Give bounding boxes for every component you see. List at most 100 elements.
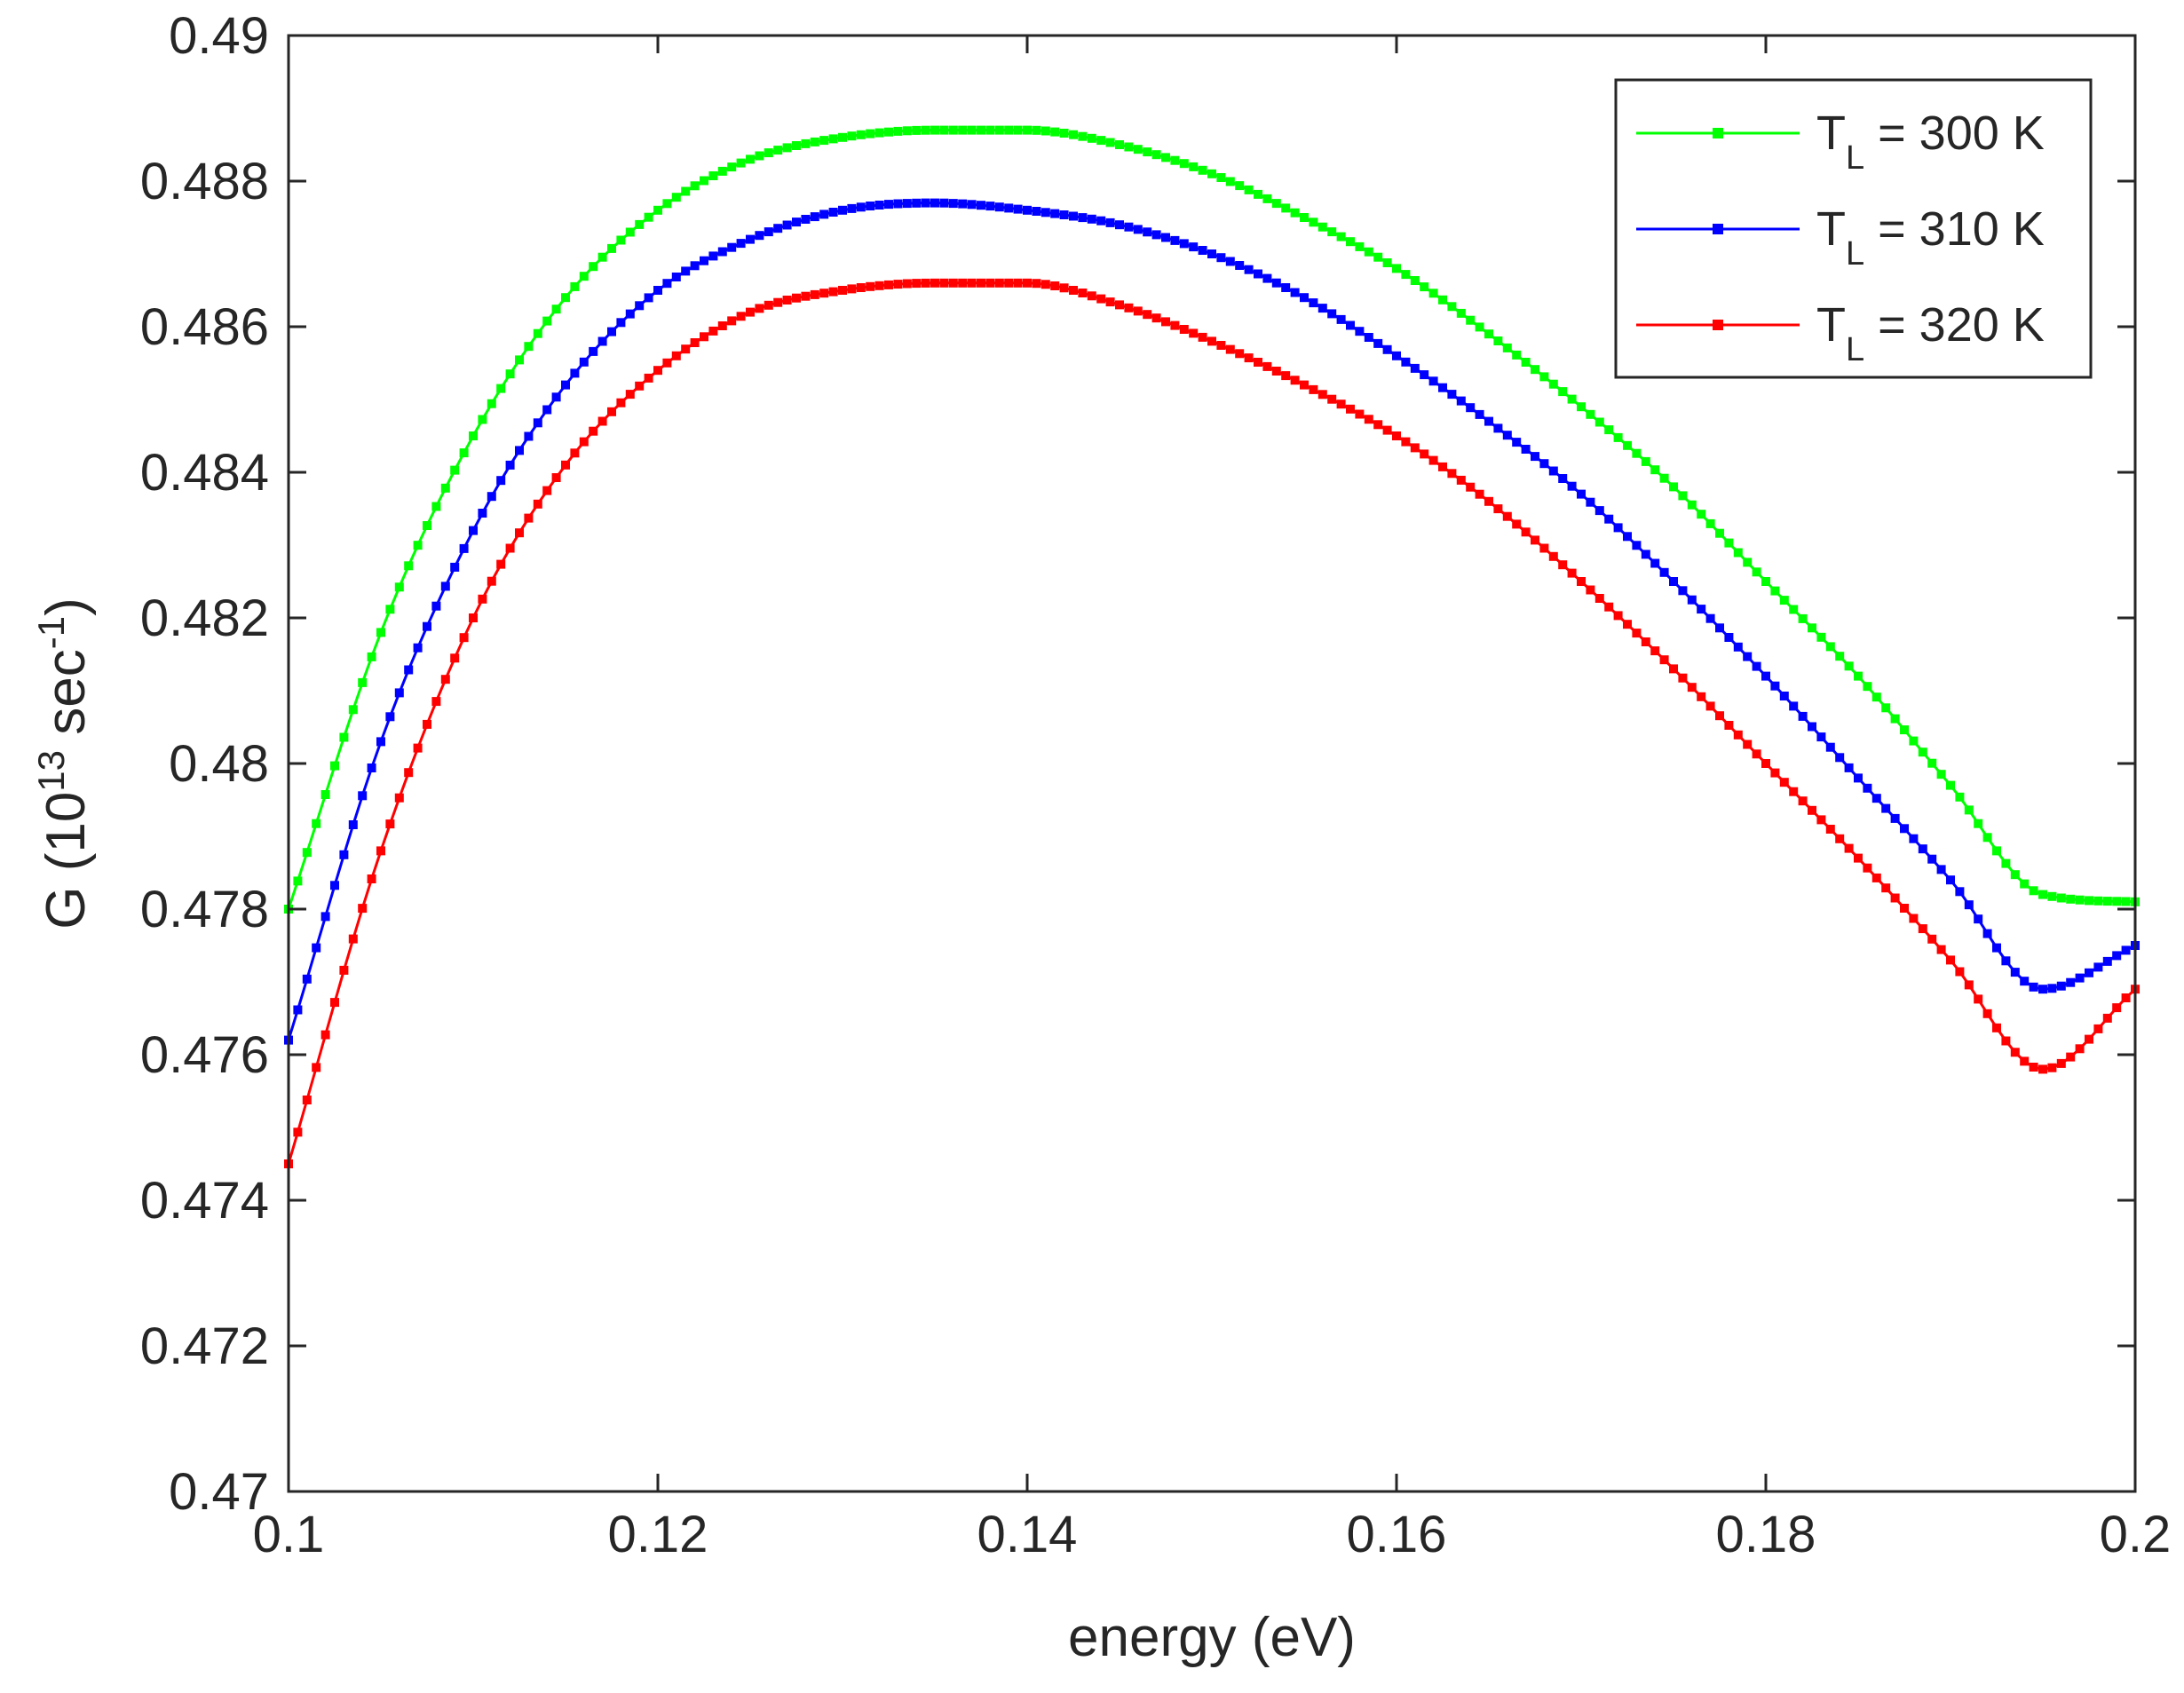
series-marker <box>764 148 773 158</box>
series-marker <box>717 321 727 330</box>
series-marker <box>1373 252 1383 262</box>
series-marker <box>450 653 460 663</box>
series-marker <box>810 212 819 222</box>
series-marker <box>1382 425 1392 435</box>
series-marker <box>1715 623 1724 633</box>
series-marker <box>358 677 368 687</box>
series-marker <box>505 543 515 553</box>
series-marker <box>1013 125 1023 135</box>
series-marker <box>394 688 404 698</box>
y-label-suffix: ) <box>36 597 97 616</box>
series-marker <box>2121 897 2131 906</box>
series-marker <box>570 281 580 291</box>
series-marker <box>874 128 884 138</box>
series-marker <box>994 125 1004 135</box>
series-marker <box>1539 372 1549 382</box>
series-marker <box>1244 265 1254 274</box>
series-marker <box>755 304 764 313</box>
series-marker <box>1521 358 1531 367</box>
series-marker <box>440 675 450 684</box>
series-marker <box>1918 924 1927 934</box>
series-marker <box>579 437 589 447</box>
series-marker <box>1539 459 1549 469</box>
series-marker <box>1456 308 1466 318</box>
series-marker <box>635 381 645 391</box>
series-marker <box>1825 642 1835 652</box>
series-marker <box>487 399 496 408</box>
series-marker <box>958 278 968 288</box>
series-marker <box>985 202 995 211</box>
series-marker <box>746 154 755 164</box>
series-marker <box>1143 227 1152 237</box>
series-marker <box>1281 371 1291 381</box>
series-marker <box>1992 943 2001 953</box>
series-marker <box>994 202 1004 212</box>
series-marker <box>977 125 985 135</box>
series-marker <box>302 1096 312 1104</box>
series-marker <box>1531 365 1539 375</box>
series-marker <box>2038 985 2047 994</box>
series-marker <box>330 998 339 1008</box>
series-marker <box>1687 500 1697 510</box>
series-marker <box>1216 341 1226 350</box>
series-marker <box>1392 351 1401 360</box>
series-marker <box>423 719 431 729</box>
series-marker <box>1779 778 1789 787</box>
series-marker <box>616 318 626 328</box>
series-marker <box>653 286 662 295</box>
series-marker <box>1577 402 1586 412</box>
series-marker <box>1235 349 1245 359</box>
series-marker <box>1189 242 1199 252</box>
y-label-exp2: -1 <box>30 616 72 649</box>
series-marker <box>2066 894 2076 904</box>
series-marker <box>561 380 570 390</box>
series-marker <box>2038 1064 2047 1074</box>
y-label-prefix: G (10 <box>36 792 97 930</box>
series-marker <box>1539 543 1549 553</box>
series-marker <box>431 502 441 511</box>
series-marker <box>1844 763 1854 772</box>
series-marker <box>1531 535 1539 545</box>
series-marker <box>542 405 552 415</box>
series-marker <box>1105 218 1115 227</box>
series-marker <box>1705 701 1715 711</box>
series-marker <box>912 279 922 289</box>
series-marker <box>312 819 321 828</box>
series-marker <box>1964 980 1974 990</box>
series-marker <box>1659 655 1669 665</box>
series-marker <box>551 305 561 314</box>
series-marker <box>1401 270 1411 280</box>
series-marker <box>1881 703 1891 713</box>
series-marker <box>921 278 930 288</box>
series-marker <box>589 426 598 436</box>
series-marker <box>1982 833 1992 843</box>
series-marker <box>376 628 385 637</box>
series-marker <box>1974 994 1983 1004</box>
series-0 <box>284 125 2140 914</box>
series-marker <box>1410 363 1420 373</box>
series-marker <box>1420 282 1429 292</box>
series-marker <box>339 850 349 859</box>
series-marker <box>1069 286 1078 295</box>
series-marker <box>1456 396 1466 406</box>
series-marker <box>2066 977 2076 987</box>
series-marker <box>930 198 939 208</box>
series-marker <box>2102 897 2112 906</box>
series-marker <box>690 181 700 191</box>
series-marker <box>542 316 552 326</box>
series-marker <box>625 390 635 400</box>
series-marker <box>431 697 441 707</box>
series-marker <box>1724 633 1734 642</box>
series-marker <box>985 125 995 135</box>
series-marker <box>2093 1024 2103 1033</box>
series-marker <box>1096 216 1106 225</box>
series-marker <box>1743 740 1753 749</box>
series-marker <box>1336 314 1346 324</box>
series-marker <box>320 1030 330 1040</box>
series-marker <box>967 200 977 210</box>
series-marker <box>1567 568 1577 578</box>
series-marker <box>884 200 893 210</box>
series-marker <box>1761 671 1770 681</box>
series-marker <box>1078 289 1088 297</box>
series-marker <box>1909 914 1919 923</box>
